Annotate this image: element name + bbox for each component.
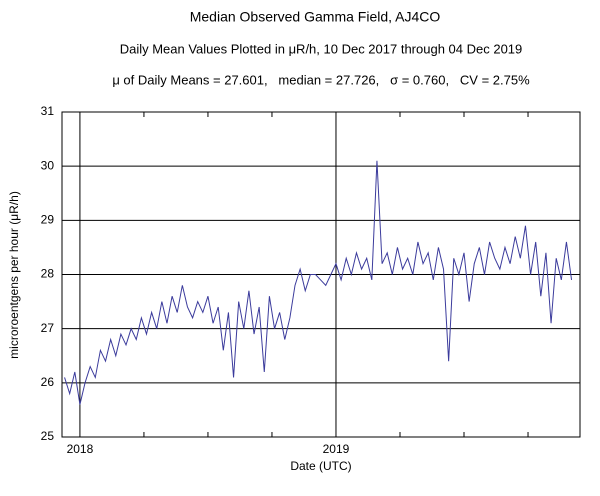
x-tick-label: 2019 xyxy=(323,442,350,456)
plot-frame xyxy=(61,111,581,438)
y-tick-label: 30 xyxy=(41,158,55,172)
y-tick-label: 26 xyxy=(41,375,55,389)
x-tick-label: 2018 xyxy=(67,442,94,456)
y-axis-label: microroentgens per hour (μR/h) xyxy=(7,191,21,359)
y-tick-label: 27 xyxy=(41,321,55,335)
chart-stats: μ of Daily Means = 27.601, median = 27.7… xyxy=(112,72,530,87)
chart-subtitle: Daily Mean Values Plotted in μR/h, 10 De… xyxy=(120,41,523,56)
data-line xyxy=(64,160,573,405)
y-tick-label: 31 xyxy=(41,104,55,118)
y-tick-label: 28 xyxy=(41,267,55,281)
x-axis-label: Date (UTC) xyxy=(290,459,351,473)
y-tick-label: 29 xyxy=(41,213,55,227)
chart-title: Median Observed Gamma Field, AJ4CO xyxy=(190,9,441,25)
y-tick-label: 25 xyxy=(41,429,55,443)
